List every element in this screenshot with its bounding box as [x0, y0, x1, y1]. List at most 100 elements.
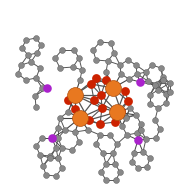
Point — [137, 139, 140, 142]
Point — [115, 111, 118, 114]
Point — [146, 80, 150, 83]
Point — [80, 68, 84, 71]
Point — [55, 174, 58, 177]
Point — [66, 98, 70, 101]
Point — [60, 146, 64, 149]
Point — [144, 70, 147, 74]
Point — [38, 67, 41, 70]
Point — [139, 122, 142, 125]
Point — [94, 58, 98, 61]
Point — [93, 98, 96, 101]
Point — [74, 94, 77, 97]
Point — [138, 81, 142, 84]
Point — [48, 154, 51, 157]
Point — [104, 163, 108, 166]
Point — [98, 122, 102, 125]
Point — [53, 57, 56, 60]
Point — [114, 178, 118, 181]
Point — [156, 88, 160, 91]
Point — [112, 152, 115, 155]
Point — [120, 125, 123, 128]
Point — [77, 57, 80, 60]
Point — [26, 53, 30, 57]
Point — [41, 136, 44, 139]
Point — [127, 99, 130, 102]
Point — [41, 87, 44, 90]
Point — [148, 156, 151, 160]
Point — [168, 91, 171, 94]
Point — [132, 152, 136, 155]
Point — [153, 84, 156, 87]
Point — [128, 106, 132, 109]
Point — [124, 116, 127, 119]
Point — [131, 160, 134, 163]
Point — [148, 102, 151, 105]
Point — [50, 136, 54, 139]
Point — [113, 163, 117, 166]
Point — [98, 40, 102, 43]
Point — [56, 126, 60, 129]
Point — [123, 89, 127, 92]
Point — [125, 133, 128, 136]
Point — [127, 58, 130, 61]
Point — [86, 129, 89, 132]
Point — [127, 77, 131, 81]
Point — [98, 133, 102, 136]
Point — [35, 144, 38, 147]
Point — [160, 67, 163, 70]
Point — [115, 143, 118, 146]
Point — [118, 170, 122, 174]
Point — [119, 109, 122, 112]
Point — [94, 143, 98, 146]
Point — [139, 129, 142, 132]
Point — [113, 121, 117, 124]
Point — [99, 170, 103, 174]
Point — [35, 77, 38, 80]
Point — [94, 77, 98, 80]
Point — [156, 106, 160, 109]
Point — [104, 78, 108, 81]
Point — [79, 116, 82, 119]
Point — [165, 92, 168, 95]
Point — [19, 64, 22, 67]
Point — [136, 132, 139, 135]
Point — [89, 82, 93, 85]
Point — [64, 129, 67, 132]
Point — [161, 78, 165, 81]
Point — [144, 137, 147, 140]
Point — [29, 60, 32, 64]
Point — [36, 51, 39, 54]
Point — [77, 140, 80, 143]
Point — [33, 94, 36, 98]
Point — [137, 167, 140, 170]
Point — [46, 87, 49, 90]
Point — [108, 133, 112, 136]
Point — [151, 64, 154, 67]
Point — [56, 136, 60, 139]
Point — [74, 108, 77, 111]
Point — [35, 36, 38, 40]
Point — [88, 119, 91, 122]
Point — [153, 119, 156, 122]
Point — [106, 81, 109, 84]
Point — [74, 130, 77, 133]
Point — [17, 73, 20, 76]
Point — [40, 43, 43, 46]
Point — [112, 87, 115, 90]
Point — [142, 150, 145, 153]
Point — [55, 146, 58, 149]
Point — [101, 152, 104, 155]
Point — [134, 64, 137, 67]
Point — [134, 113, 137, 116]
Point — [41, 164, 45, 167]
Point — [45, 174, 48, 177]
Point — [70, 149, 74, 152]
Point — [35, 105, 38, 108]
Point — [60, 49, 64, 52]
Point — [168, 81, 171, 84]
Point — [104, 70, 108, 74]
Point — [72, 49, 75, 52]
Point — [106, 60, 109, 63]
Point — [48, 156, 51, 160]
Point — [100, 106, 103, 109]
